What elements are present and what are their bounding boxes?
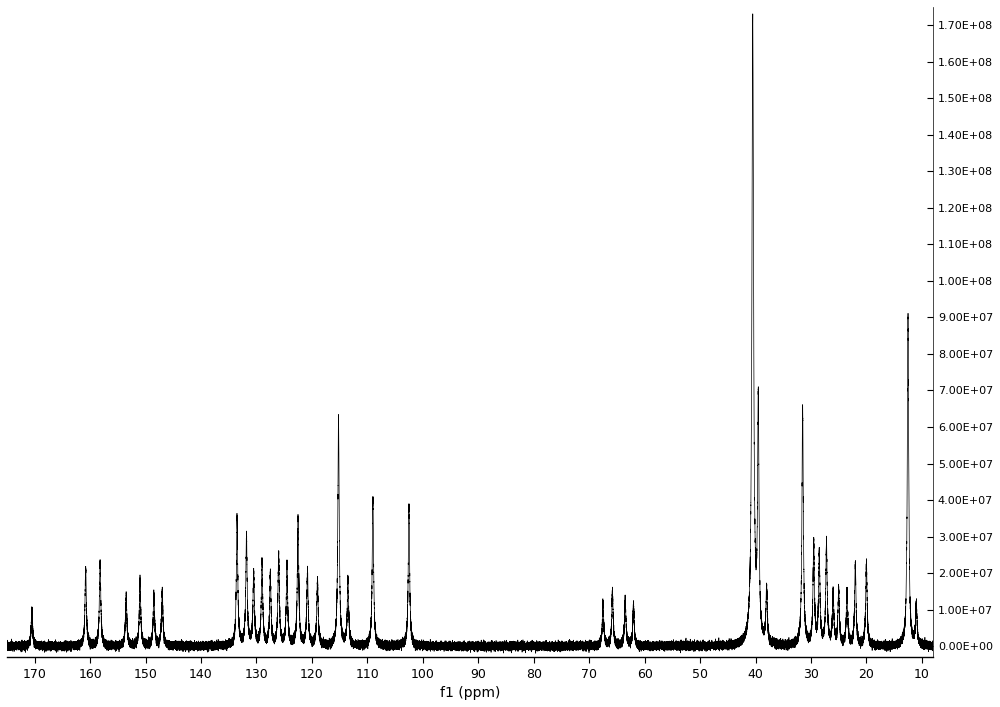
X-axis label: f1 (ppm): f1 (ppm)	[440, 686, 500, 700]
